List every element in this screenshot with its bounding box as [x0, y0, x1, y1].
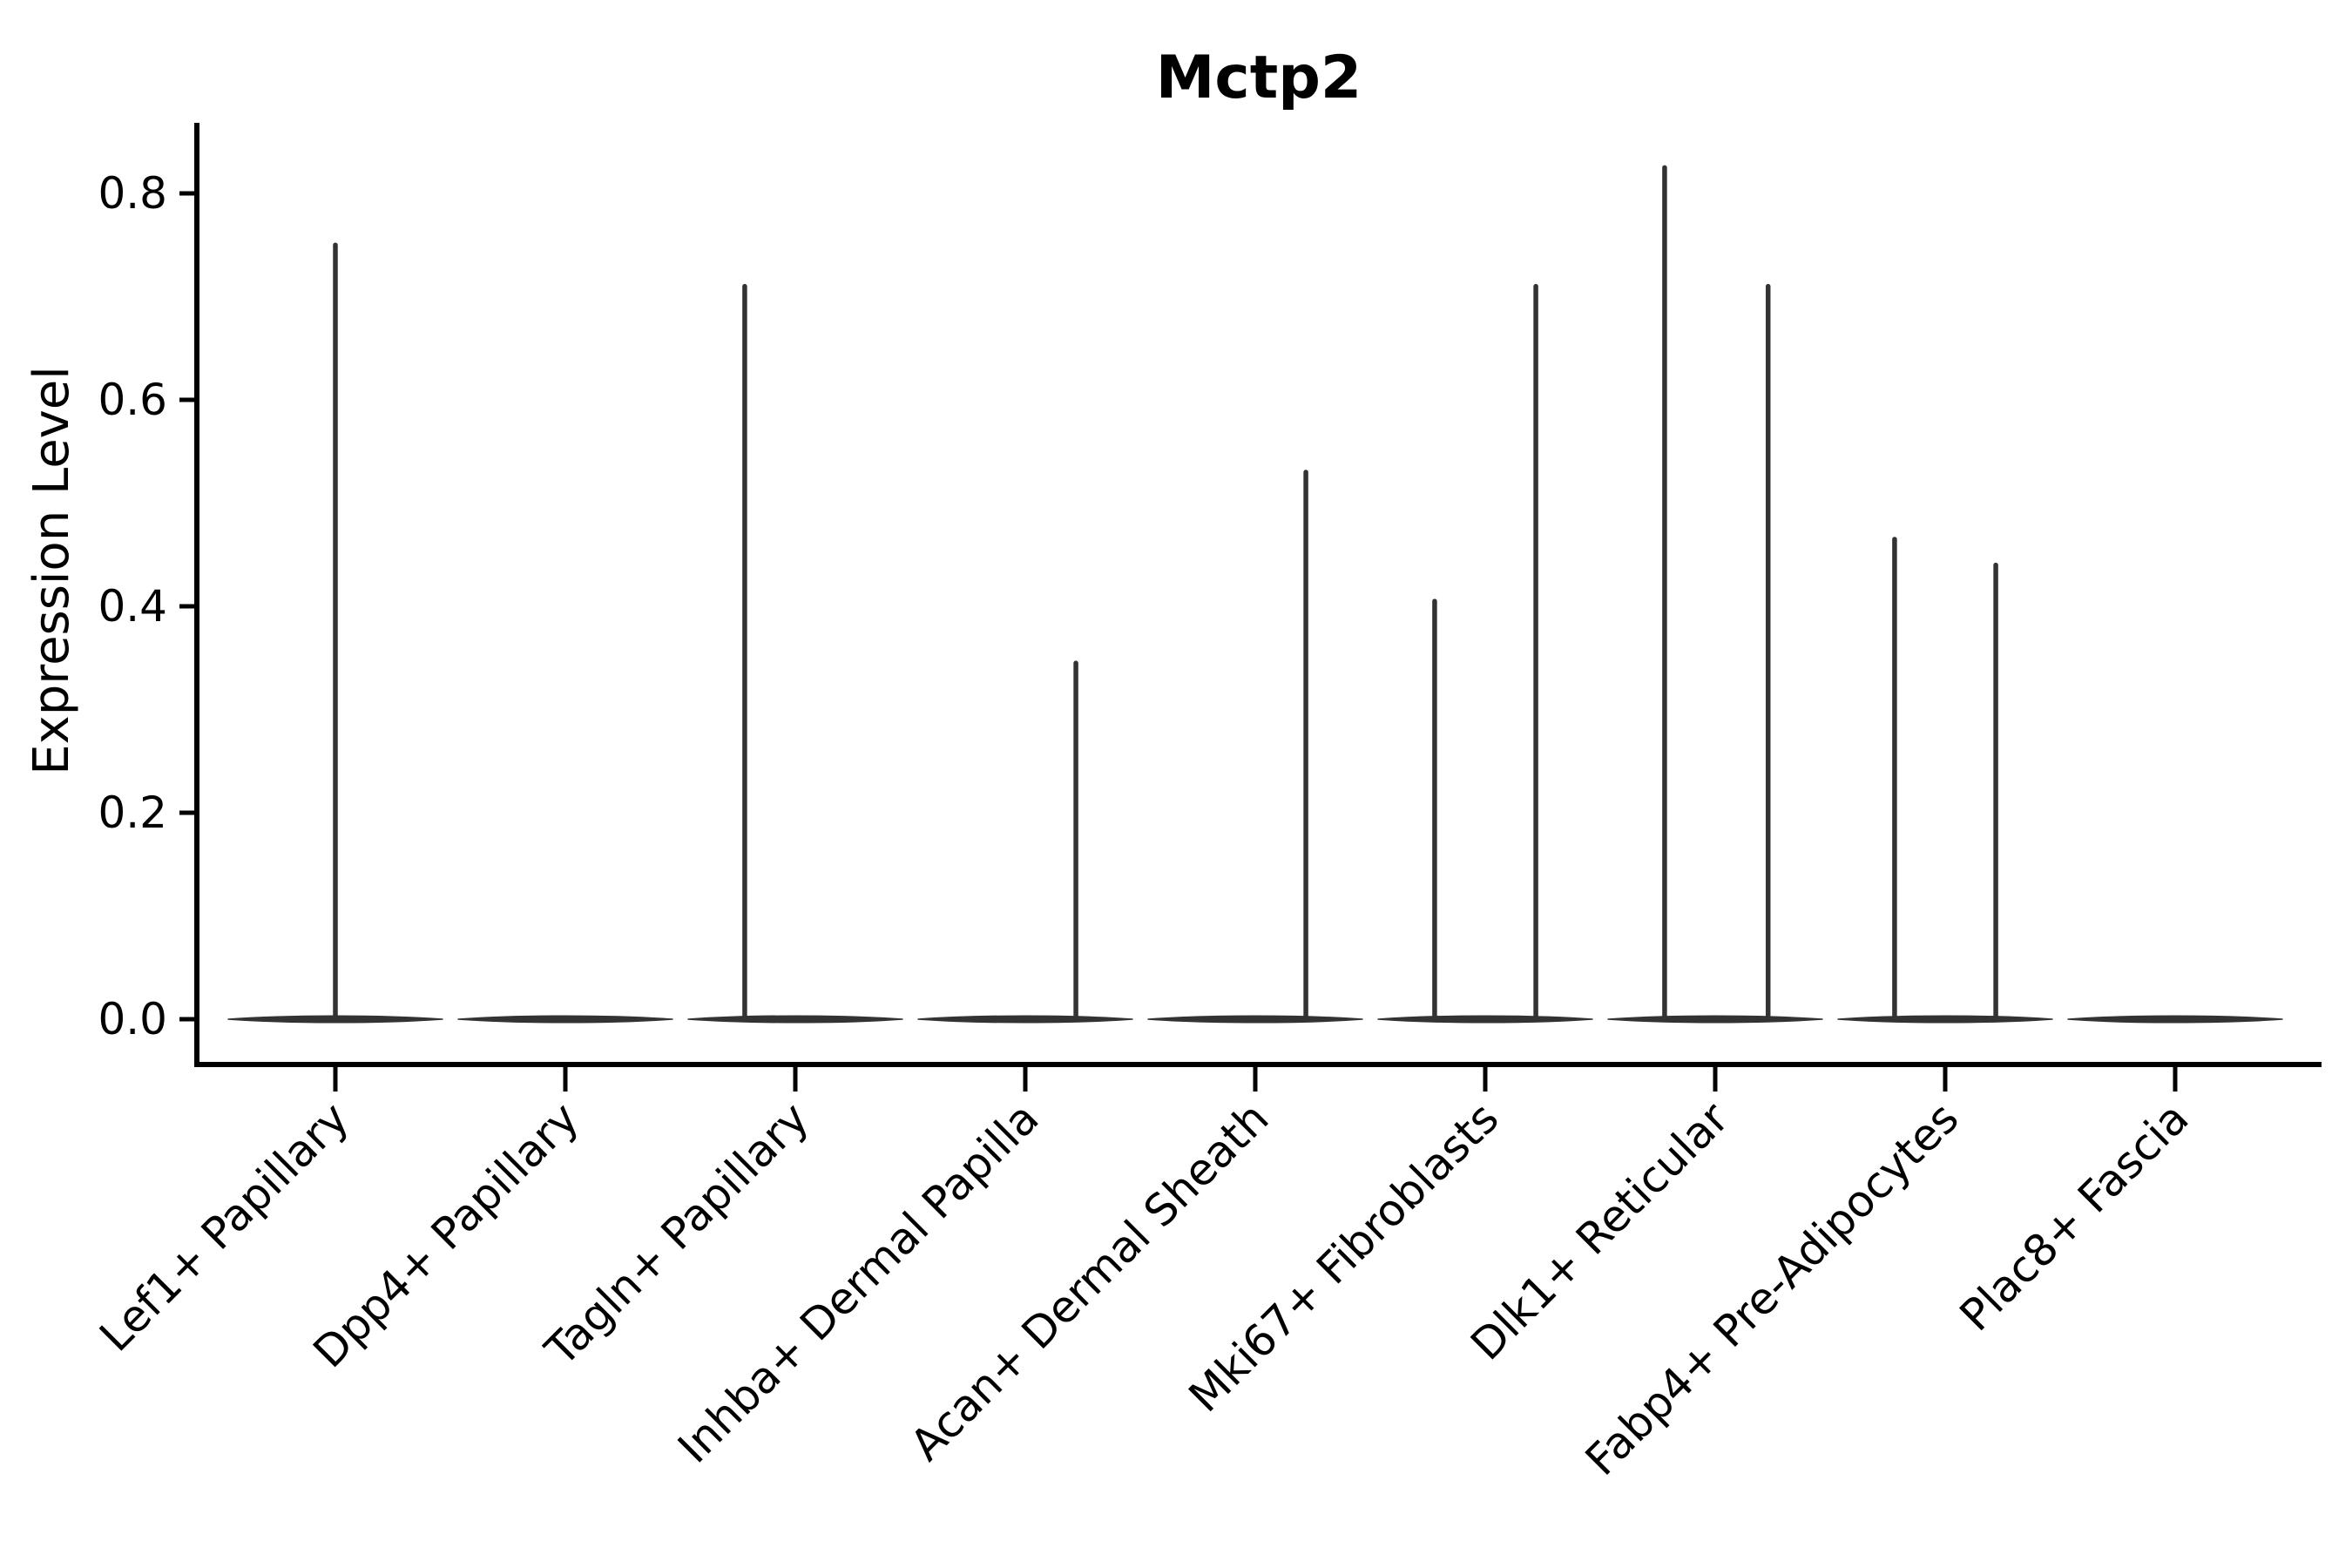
violin-body	[687, 1015, 903, 1024]
y-tick-label: 0.6	[98, 375, 167, 425]
y-axis-label: Expression Level	[24, 366, 80, 775]
violin-3	[687, 283, 903, 1024]
y-tick-label: 0.8	[98, 168, 167, 219]
violins	[227, 165, 2283, 1024]
violin-body	[917, 1015, 1133, 1024]
violin-5	[1147, 470, 1363, 1024]
violin-9	[2067, 1015, 2283, 1024]
violin-8	[1837, 537, 2053, 1024]
violin-body	[1607, 1015, 1823, 1024]
violin-body	[2067, 1015, 2283, 1024]
violin-body	[1837, 1015, 2053, 1024]
y-tick-label: 0.4	[98, 581, 167, 632]
violin-7	[1607, 165, 1823, 1024]
violin-6	[1377, 283, 1593, 1024]
y-tick-label: 0.0	[98, 994, 167, 1044]
y-tick-label: 0.2	[98, 787, 167, 838]
violin-body	[457, 1015, 673, 1024]
violin-body	[1377, 1015, 1593, 1024]
plot-title: Mctp2	[1156, 44, 1362, 112]
violin-4	[917, 660, 1133, 1024]
violin-2	[457, 1015, 673, 1024]
axes: 0.0 0.2 0.4 0.6 0.8	[98, 123, 2322, 1092]
violin-body	[1147, 1015, 1363, 1024]
violin-1	[227, 242, 443, 1024]
violin-body	[227, 1015, 443, 1024]
